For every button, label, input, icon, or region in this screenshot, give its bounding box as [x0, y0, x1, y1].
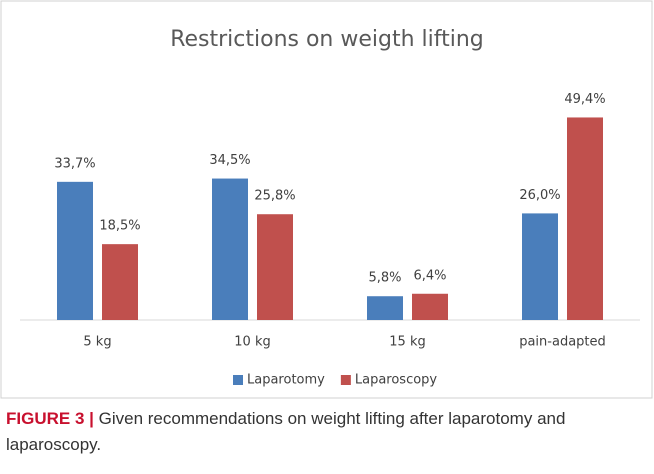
data-label: 6,4% — [413, 268, 446, 283]
bar — [57, 181, 93, 320]
chart: Restrictions on weigth lifting 5 kg 33,7%… — [0, 0, 653, 399]
bar — [102, 244, 138, 320]
bar — [567, 117, 603, 321]
data-label: 34,5% — [209, 153, 250, 168]
bar — [522, 213, 558, 320]
chart-border — [0, 0, 653, 399]
legend-swatch — [340, 375, 351, 385]
x-tick-label: pain-adapted — [519, 335, 606, 350]
data-label: 25,8% — [254, 189, 295, 204]
chart-title: Restrictions on weigth lifting — [170, 27, 484, 52]
caption-label: FIGURE 3 | — [6, 409, 94, 428]
data-label: 33,7% — [54, 156, 95, 171]
data-label: 26,0% — [519, 188, 560, 203]
data-label: 49,4% — [564, 92, 605, 107]
bar — [212, 178, 248, 320]
x-tick-label: 5 kg — [83, 335, 111, 350]
x-tick-label: 10 kg — [234, 335, 270, 350]
data-label: 18,5% — [99, 219, 140, 234]
legend-label: Laparotomy — [247, 373, 325, 388]
data-label: 5,8% — [368, 271, 401, 286]
figure-caption: FIGURE 3 | Given recommendations on weig… — [6, 406, 646, 458]
bar — [367, 296, 403, 320]
bar — [257, 214, 293, 320]
legend-swatch — [233, 375, 243, 385]
x-tick-label: 15 kg — [389, 335, 425, 350]
bar — [412, 293, 448, 320]
caption-text: Given recommendations on weight lifting … — [6, 409, 566, 454]
legend-label: Laparoscopy — [355, 373, 438, 388]
